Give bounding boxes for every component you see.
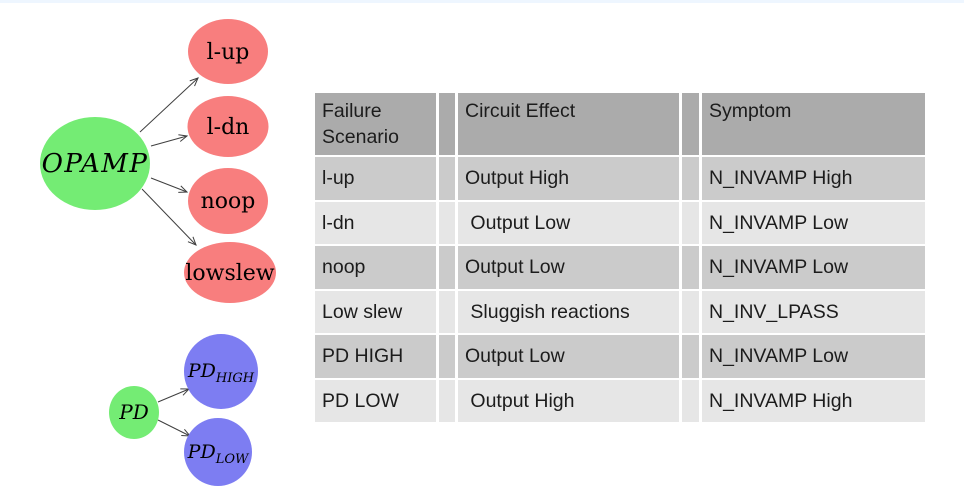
cell-spacer xyxy=(682,379,699,422)
node-pd-label: PD xyxy=(118,400,149,424)
cell-spacer xyxy=(439,335,455,378)
edge-opamp-l-up xyxy=(139,77,199,133)
cell-effect: Output Low xyxy=(458,201,679,244)
cell-scenario: l-up xyxy=(315,157,436,200)
cell-effect: Output High xyxy=(458,157,679,200)
cell-effect: Output Low xyxy=(458,246,679,289)
cell-symptom: N_INVAMP High xyxy=(702,157,925,200)
cell-effect: Output High xyxy=(458,379,679,422)
top-edge-highlight xyxy=(0,0,964,3)
node-pd-high xyxy=(184,334,258,409)
node-pd xyxy=(109,386,159,439)
failure-table: Failure Scenario Circuit Effect Symptom … xyxy=(315,93,925,422)
cell-spacer xyxy=(682,335,699,378)
edge-opamp-lowslew xyxy=(141,188,197,246)
node-pd-low xyxy=(184,418,252,486)
cell-symptom: N_INVAMP Low xyxy=(702,335,925,378)
node-l-dn-label: l-dn xyxy=(207,115,250,140)
cell-spacer xyxy=(682,290,699,333)
cell-spacer xyxy=(439,157,455,200)
cell-scenario: noop xyxy=(315,246,436,289)
cell-spacer xyxy=(439,246,455,289)
cell-effect: Output Low xyxy=(458,335,679,378)
node-l-dn xyxy=(187,96,269,157)
header-symptom: Symptom xyxy=(702,93,925,155)
fault-tree-diagram: OPAMP l-up l-dn noop lowslew PD PDHIGH P… xyxy=(40,19,276,486)
cell-scenario: PD LOW xyxy=(315,379,436,422)
cell-scenario: Low slew xyxy=(315,290,436,333)
cell-spacer xyxy=(682,201,699,244)
header-spacer-1 xyxy=(439,93,455,155)
edge-opamp-noop xyxy=(150,177,189,193)
header-spacer-2 xyxy=(682,93,699,155)
cell-symptom: N_INV_LPASS xyxy=(702,290,925,333)
cell-spacer xyxy=(439,201,455,244)
pd-tree: PD PDHIGH PDLOW xyxy=(109,334,258,486)
node-l-up xyxy=(188,19,268,84)
cell-spacer xyxy=(682,246,699,289)
header-circuit-effect: Circuit Effect xyxy=(458,93,679,155)
node-lowslew xyxy=(184,242,276,303)
edge-pd-pdhigh xyxy=(157,388,191,403)
edge-opamp-l-dn xyxy=(150,134,189,147)
node-lowslew-label: lowslew xyxy=(185,261,274,286)
cell-spacer xyxy=(439,290,455,333)
node-noop-label: noop xyxy=(201,189,256,214)
node-noop xyxy=(188,168,268,234)
cell-scenario: l-dn xyxy=(315,201,436,244)
cell-symptom: N_INVAMP Low xyxy=(702,246,925,289)
node-l-up-label: l-up xyxy=(207,40,250,65)
cell-effect: Sluggish reactions xyxy=(458,290,679,333)
cell-spacer xyxy=(439,379,455,422)
cell-symptom: N_INVAMP Low xyxy=(702,201,925,244)
cell-spacer xyxy=(682,157,699,200)
edge-pd-pdlow xyxy=(157,419,192,437)
header-failure-scenario: Failure Scenario xyxy=(315,93,436,155)
node-opamp xyxy=(40,117,150,210)
node-pd-high-label: PDHIGH xyxy=(187,360,255,386)
opamp-tree: OPAMP l-up l-dn noop lowslew xyxy=(40,19,276,303)
cell-scenario: PD HIGH xyxy=(315,335,436,378)
cell-symptom: N_INVAMP High xyxy=(702,379,925,422)
node-pd-low-label: PDLOW xyxy=(187,441,250,467)
node-opamp-label: OPAMP xyxy=(42,149,149,179)
